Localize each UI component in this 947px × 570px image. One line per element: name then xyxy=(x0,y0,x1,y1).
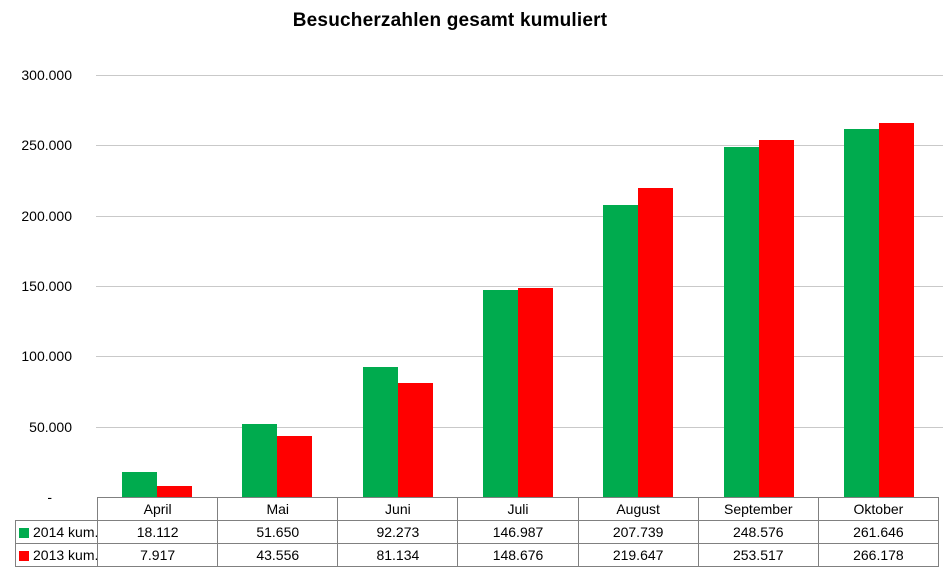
value-2013-kum-august: 219.647 xyxy=(577,543,699,567)
legend-swatch-2014-kum xyxy=(19,528,29,538)
value-2014-kum-juli: 146.987 xyxy=(457,520,579,544)
value-2014-kum-april: 18.112 xyxy=(97,520,219,544)
value-2013-kum-september: 253.517 xyxy=(697,543,819,567)
data-table: April Mai Juni Juli August September Oktober 20… xyxy=(14,497,940,567)
y-axis-tick-label-250000: 250.000 xyxy=(21,137,72,153)
value-2013-kum-juli: 148.676 xyxy=(457,543,579,567)
bar-2014-kum-mai xyxy=(242,424,277,497)
month-header-april: April xyxy=(97,497,219,521)
month-header-august: August xyxy=(577,497,699,521)
value-2014-kum-august: 207.739 xyxy=(577,520,699,544)
bar-2013-kum-juni xyxy=(398,383,433,497)
bar-2014-kum-juni xyxy=(363,367,398,497)
legend-item-2014-kum: 2014 kum. xyxy=(14,520,99,544)
data-table-container: April Mai Juni Juli August September Oktober 20… xyxy=(14,497,940,567)
gridline-150000 xyxy=(96,286,943,287)
legend-label-2013-kum: 2013 kum. xyxy=(33,547,98,563)
y-axis-tick-label-0: - xyxy=(47,489,52,505)
y-axis-tick-label-150000: 150.000 xyxy=(21,278,72,294)
bar-2014-kum-oktober xyxy=(844,129,879,497)
y-axis-tick-label-100000: 100.000 xyxy=(21,348,72,364)
month-header-juli: Juli xyxy=(457,497,579,521)
month-header-mai: Mai xyxy=(217,497,339,521)
gridline-250000 xyxy=(96,145,943,146)
bar-2013-kum-mai xyxy=(277,436,312,497)
month-header-oktober: Oktober xyxy=(817,497,940,521)
legend-swatch-2013-kum xyxy=(19,551,29,561)
value-2013-kum-oktober: 266.178 xyxy=(817,543,940,567)
bar-2014-kum-august xyxy=(603,205,638,497)
y-axis-tick-label-50000: 50.000 xyxy=(29,419,72,435)
bar-2013-kum-september xyxy=(759,140,794,497)
bar-2013-kum-april xyxy=(157,486,192,497)
value-2013-kum-april: 7.917 xyxy=(97,543,219,567)
gridline-300000 xyxy=(96,75,943,76)
chart-title: Besucherzahlen gesamt kumuliert xyxy=(292,10,608,31)
value-2013-kum-mai: 43.556 xyxy=(217,543,339,567)
bar-2014-kum-september xyxy=(724,147,759,497)
month-header-juni: Juni xyxy=(337,497,459,521)
bar-2013-kum-juli xyxy=(518,288,553,497)
month-header-september: September xyxy=(697,497,819,521)
legend-item-2013-kum: 2013 kum. xyxy=(14,543,99,567)
value-2014-kum-oktober: 261.646 xyxy=(817,520,940,544)
bar-2014-kum-april xyxy=(122,472,157,497)
table-corner-blank xyxy=(16,498,98,521)
bar-2013-kum-august xyxy=(638,188,673,497)
bar-2014-kum-juli xyxy=(483,290,518,497)
legend-label-2014-kum: 2014 kum. xyxy=(33,524,98,540)
value-2014-kum-september: 248.576 xyxy=(697,520,819,544)
value-2013-kum-juni: 81.134 xyxy=(337,543,459,567)
gridline-200000 xyxy=(96,216,943,217)
bar-2013-kum-oktober xyxy=(879,123,914,497)
value-2014-kum-juni: 92.273 xyxy=(337,520,459,544)
plot-area: 300.000 250.000 200.000 150.000 100.000 50.00… xyxy=(21,67,943,505)
y-axis-tick-label-200000: 200.000 xyxy=(21,208,72,224)
y-axis-tick-label-300000: 300.000 xyxy=(21,67,72,83)
value-2014-kum-mai: 51.650 xyxy=(217,520,339,544)
